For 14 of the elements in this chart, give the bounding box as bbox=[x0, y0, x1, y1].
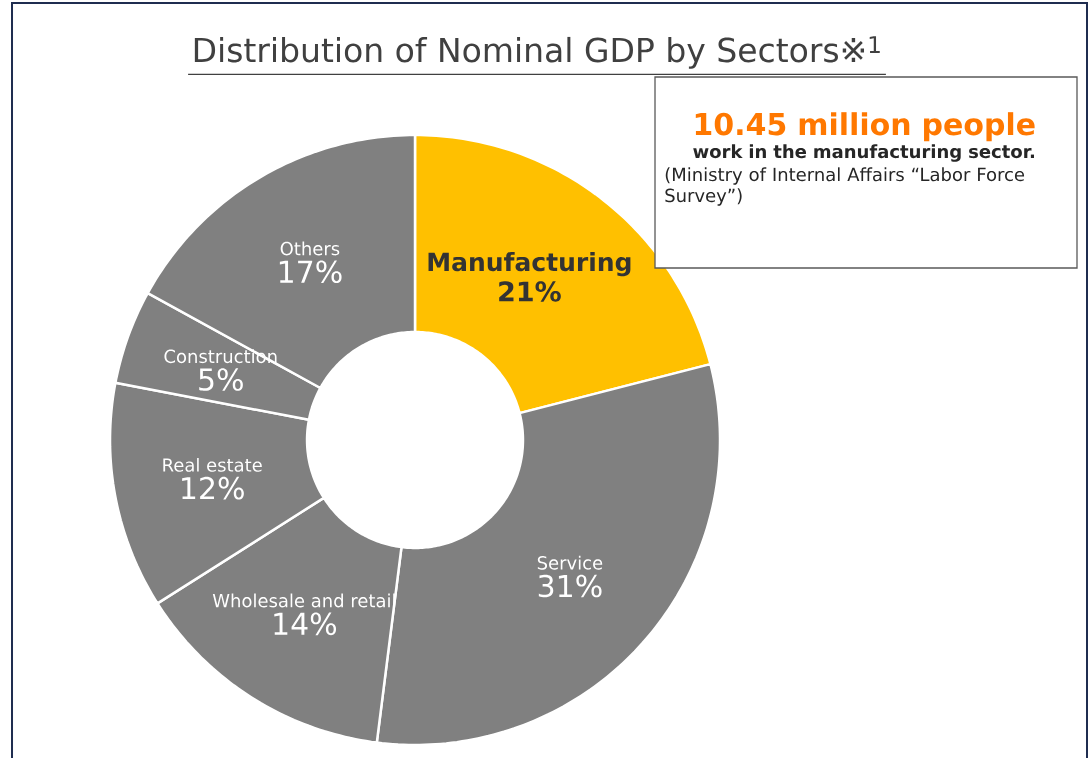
data-label: 21% bbox=[499, 281, 561, 302]
slice-label: Others bbox=[280, 241, 340, 256]
slice-label: Service bbox=[537, 555, 603, 570]
slice-label: Manufacturing bbox=[428, 251, 631, 277]
text: (Ministry of Internal Affairs “Labor Force Survey”) bbox=[665, 167, 1025, 206]
data-label: 5% bbox=[199, 368, 243, 391]
data-label: 14% bbox=[274, 612, 337, 636]
data-label: 12% bbox=[182, 476, 244, 500]
chart-title: Distribution of Nominal GDP by Sectors※$^{1}$ bbox=[194, 36, 880, 69]
slice-label: Real estate bbox=[163, 457, 262, 472]
text: 10.45 million people bbox=[695, 112, 1035, 142]
data-label: 31% bbox=[538, 574, 602, 598]
text: work in the manufacturing sector. bbox=[693, 144, 1035, 162]
data-label: 17% bbox=[279, 260, 342, 284]
